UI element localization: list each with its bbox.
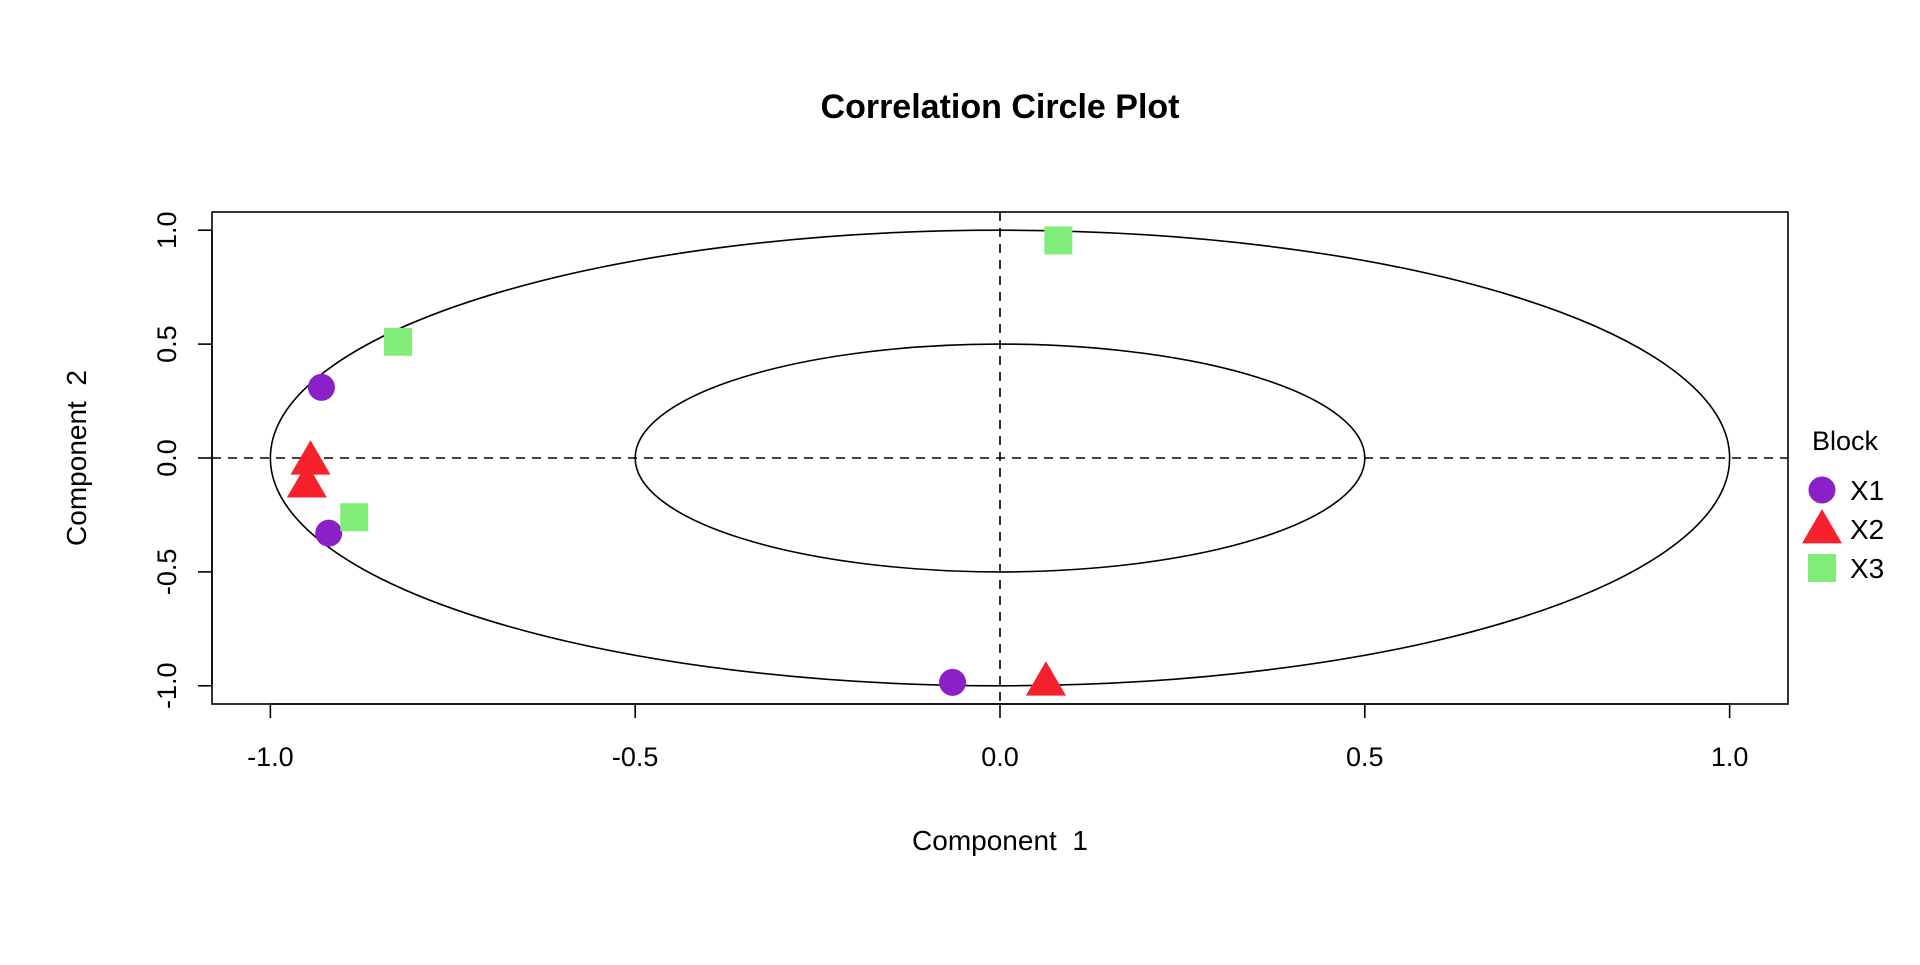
legend-label-x2: X2 [1850, 514, 1884, 545]
x-tick-label: 0.5 [1346, 742, 1384, 772]
legend-label-x3: X3 [1850, 553, 1884, 584]
x3-point [1044, 226, 1073, 255]
legend-title: Block [1812, 426, 1879, 456]
y-tick-label: -0.5 [152, 549, 182, 596]
legend-marker-x3 [1808, 554, 1836, 582]
x2-point [1025, 661, 1066, 696]
x-tick-label: 0.0 [981, 742, 1019, 772]
x-tick-label: -1.0 [247, 742, 294, 772]
legend-label-x1: X1 [1850, 475, 1884, 506]
y-tick-label: -1.0 [152, 663, 182, 710]
x1-point [315, 519, 343, 547]
y-tick-label: 1.0 [152, 211, 182, 249]
x1-point [307, 373, 335, 401]
x3-point [340, 503, 369, 532]
legend-marker-x2 [1802, 509, 1842, 544]
x-tick-label: 1.0 [1711, 742, 1749, 772]
x-axis-label: Component 1 [912, 825, 1088, 856]
y-axis-label: Component 2 [61, 370, 92, 546]
x2-point [286, 463, 327, 498]
x2-point [290, 440, 331, 475]
y-tick-label: 0.5 [152, 325, 182, 363]
chart-title: Correlation Circle Plot [821, 88, 1180, 126]
y-tick-label: 0.0 [152, 439, 182, 477]
x1-point [939, 668, 967, 696]
x-tick-label: -0.5 [612, 742, 659, 772]
x3-point [384, 327, 413, 356]
legend-marker-x1 [1808, 476, 1836, 504]
